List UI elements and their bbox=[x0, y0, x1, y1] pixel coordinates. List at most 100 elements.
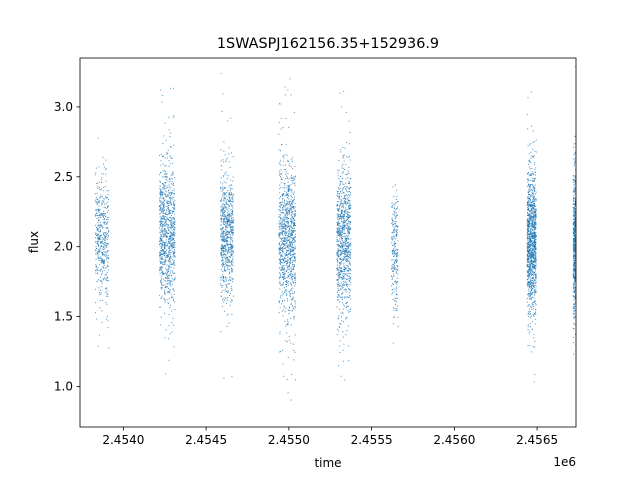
data-point bbox=[283, 276, 285, 278]
data-point bbox=[291, 249, 293, 251]
data-point bbox=[392, 307, 394, 309]
data-point bbox=[95, 246, 97, 248]
data-point bbox=[293, 255, 295, 257]
data-point bbox=[168, 210, 170, 212]
data-point bbox=[224, 192, 226, 194]
data-point bbox=[221, 204, 223, 206]
data-point bbox=[160, 237, 162, 239]
data-point bbox=[223, 264, 225, 266]
data-point bbox=[288, 178, 290, 180]
data-point bbox=[343, 213, 345, 215]
data-point bbox=[224, 253, 226, 255]
data-point bbox=[226, 251, 228, 253]
data-point bbox=[231, 222, 233, 224]
data-point bbox=[287, 235, 289, 237]
data-point bbox=[107, 269, 109, 271]
data-point bbox=[283, 205, 285, 207]
data-point bbox=[279, 232, 281, 234]
data-point bbox=[530, 125, 532, 127]
data-point bbox=[531, 329, 533, 331]
data-point bbox=[101, 226, 103, 228]
data-point bbox=[534, 216, 536, 218]
data-point bbox=[348, 211, 350, 213]
data-point bbox=[282, 268, 284, 270]
data-point bbox=[294, 196, 296, 198]
data-point bbox=[531, 167, 533, 169]
data-point bbox=[533, 233, 535, 235]
data-point bbox=[534, 247, 536, 249]
data-point bbox=[167, 226, 169, 228]
data-point bbox=[349, 262, 351, 264]
data-point bbox=[337, 254, 339, 256]
data-point bbox=[163, 223, 165, 225]
data-point bbox=[103, 248, 105, 250]
data-point bbox=[292, 234, 294, 236]
data-point bbox=[225, 238, 227, 240]
data-point bbox=[531, 238, 533, 240]
data-point bbox=[346, 265, 348, 267]
data-point bbox=[284, 221, 286, 223]
data-point bbox=[294, 182, 296, 184]
data-point bbox=[290, 270, 292, 272]
data-point bbox=[347, 229, 349, 231]
data-point bbox=[534, 249, 536, 251]
data-point bbox=[99, 231, 101, 233]
data-point bbox=[165, 283, 167, 285]
data-point bbox=[104, 252, 106, 254]
data-point bbox=[290, 219, 292, 221]
data-point bbox=[167, 224, 169, 226]
data-point bbox=[285, 231, 287, 233]
data-point bbox=[341, 240, 343, 242]
data-point bbox=[228, 192, 230, 194]
data-point bbox=[159, 213, 161, 215]
data-point bbox=[160, 204, 162, 206]
data-point bbox=[231, 314, 233, 316]
data-point bbox=[225, 191, 227, 193]
data-point bbox=[280, 247, 282, 249]
data-point bbox=[339, 229, 341, 231]
data-point bbox=[220, 199, 222, 201]
data-point bbox=[174, 246, 176, 248]
data-point bbox=[393, 210, 395, 212]
data-point bbox=[282, 268, 284, 270]
data-point bbox=[337, 279, 339, 281]
data-point bbox=[282, 239, 284, 241]
data-point bbox=[284, 223, 285, 225]
data-point bbox=[346, 296, 348, 298]
data-point bbox=[284, 237, 286, 239]
data-point bbox=[343, 219, 345, 221]
data-point bbox=[528, 223, 530, 225]
data-point bbox=[167, 260, 169, 262]
data-point bbox=[290, 262, 292, 264]
data-point bbox=[161, 267, 163, 269]
data-point bbox=[532, 223, 534, 225]
data-point bbox=[533, 337, 535, 339]
data-point bbox=[283, 309, 285, 311]
data-point bbox=[291, 234, 293, 236]
data-point bbox=[161, 270, 163, 272]
data-point bbox=[104, 223, 106, 225]
data-point bbox=[527, 226, 529, 228]
data-point bbox=[342, 284, 344, 286]
data-point bbox=[531, 280, 533, 282]
data-point bbox=[339, 301, 341, 303]
data-point bbox=[161, 257, 163, 259]
data-point bbox=[108, 280, 110, 282]
data-point bbox=[107, 206, 109, 208]
data-point bbox=[278, 242, 280, 244]
data-point bbox=[395, 249, 397, 251]
data-point bbox=[535, 273, 537, 275]
data-point bbox=[223, 200, 225, 202]
data-point bbox=[232, 245, 234, 247]
data-point bbox=[161, 295, 163, 297]
data-point bbox=[343, 275, 345, 277]
data-point bbox=[286, 271, 288, 273]
data-point bbox=[281, 267, 283, 269]
data-point bbox=[529, 269, 531, 271]
data-point bbox=[345, 193, 347, 195]
data-point bbox=[226, 287, 228, 289]
data-point bbox=[290, 241, 292, 243]
data-point bbox=[287, 201, 289, 203]
data-point bbox=[343, 269, 345, 271]
data-point bbox=[170, 236, 172, 238]
